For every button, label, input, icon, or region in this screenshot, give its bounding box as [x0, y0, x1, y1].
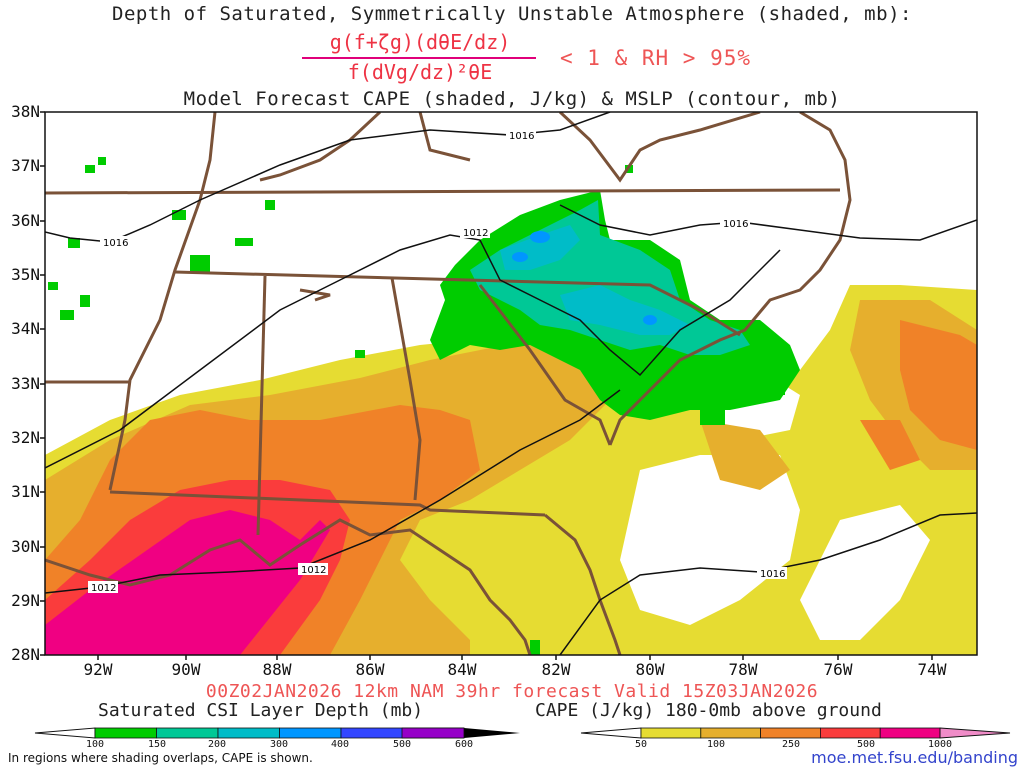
- isobar-label-1016-east: 1016: [723, 219, 748, 230]
- boundaries: [45, 112, 852, 655]
- cape-tick-50: 50: [634, 739, 648, 750]
- lat-label-37n: 37N: [11, 156, 40, 175]
- overlap-note: In regions where shading overlaps, CAPE …: [8, 751, 313, 765]
- lon-label-82w: 82W: [541, 660, 571, 679]
- cape-tick-100: 100: [706, 739, 726, 750]
- isobar-label-1012-gulf: 1012: [301, 565, 326, 576]
- csi-colorbar-title: Saturated CSI Layer Depth (mb): [98, 700, 424, 721]
- csi-tick-200: 200: [207, 739, 227, 750]
- isobar-label-1012-west: 1012: [91, 583, 116, 594]
- lat-label-38n: 38N: [11, 102, 40, 121]
- lat-label-29n: 29N: [11, 591, 40, 610]
- formula-fraction-bar: [302, 57, 536, 59]
- isobar-label-1012-north: 1012: [463, 228, 488, 239]
- csi-tick-150: 150: [147, 739, 167, 750]
- title-line-3: Model Forecast CAPE (shaded, J/kg) & MSL…: [183, 88, 841, 110]
- isobar-label-1016-north: 1016: [509, 131, 534, 142]
- axis-ticks: [40, 111, 933, 660]
- lat-label-30n: 30N: [11, 537, 40, 556]
- title-line-1: Depth of Saturated, Symmetrically Unstab…: [112, 3, 912, 25]
- lat-label-28n: 28N: [11, 645, 40, 664]
- csi-tick-600: 600: [454, 739, 474, 750]
- formula-numerator: g(f+ζg)(dθE/dz): [329, 30, 511, 54]
- lat-label-34n: 34N: [11, 319, 40, 338]
- lat-label-33n: 33N: [11, 374, 40, 393]
- isobar-label-1016-atlantic: 1016: [760, 569, 785, 580]
- cape-shading-1000: [45, 510, 330, 655]
- lon-label-78w: 78W: [728, 660, 758, 679]
- isobar-labels: 1016 1016 1012 1016 1012 1012 1016: [88, 129, 787, 594]
- lon-label-88w: 88W: [262, 660, 292, 679]
- lon-label-80w: 80W: [635, 660, 665, 679]
- formula-condition: < 1 & RH > 95%: [560, 46, 752, 70]
- cape-colorbar-title: CAPE (J/kg) 180-0mb above ground: [535, 700, 882, 721]
- csi-tick-400: 400: [330, 739, 350, 750]
- lon-label-90w: 90W: [171, 660, 201, 679]
- cape-tick-500: 500: [856, 739, 876, 750]
- csi-tick-100: 100: [85, 739, 105, 750]
- lon-label-92w: 92W: [83, 660, 113, 679]
- lat-label-35n: 35N: [11, 265, 40, 284]
- isobar-label-1016-west: 1016: [103, 238, 128, 249]
- lon-label-86w: 86W: [355, 660, 385, 679]
- lat-label-32n: 32N: [11, 428, 40, 447]
- cape-tick-250: 250: [781, 739, 801, 750]
- formula-denominator: f(dVg/dz)²θE: [347, 60, 493, 84]
- lon-label-74w: 74W: [917, 660, 947, 679]
- csi-tick-500: 500: [392, 739, 412, 750]
- lon-label-84w: 84W: [447, 660, 477, 679]
- csi-tick-300: 300: [269, 739, 289, 750]
- csi-speckles: [48, 157, 785, 655]
- source-url: moe.met.fsu.edu/banding: [811, 748, 1018, 767]
- lat-label-31n: 31N: [11, 482, 40, 501]
- lat-label-36n: 36N: [11, 211, 40, 230]
- lon-label-76w: 76W: [823, 660, 853, 679]
- valid-time-line: 00Z02JAN2026 12km NAM 39hr forecast Vali…: [205, 681, 819, 702]
- cape-tick-1000: 1000: [927, 739, 953, 750]
